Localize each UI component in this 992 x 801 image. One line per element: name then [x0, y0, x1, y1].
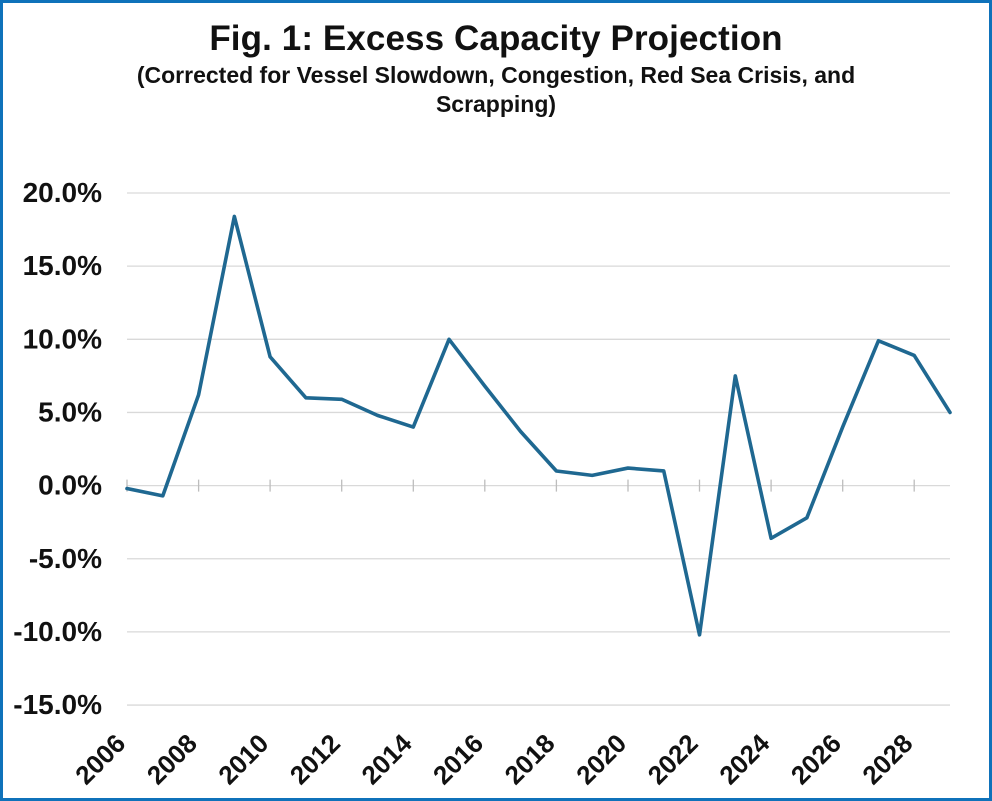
svg-text:0.0%: 0.0%	[38, 470, 102, 501]
svg-text:15.0%: 15.0%	[23, 250, 102, 281]
svg-text:2028: 2028	[856, 728, 918, 790]
svg-text:2008: 2008	[141, 728, 203, 790]
svg-text:5.0%: 5.0%	[38, 396, 102, 427]
svg-text:2016: 2016	[427, 728, 489, 790]
svg-text:-15.0%: -15.0%	[13, 689, 102, 720]
svg-text:2026: 2026	[785, 728, 847, 790]
svg-text:-10.0%: -10.0%	[13, 616, 102, 647]
svg-text:2024: 2024	[713, 728, 775, 790]
svg-text:2010: 2010	[212, 728, 274, 790]
svg-text:2006: 2006	[69, 728, 131, 790]
svg-text:2014: 2014	[355, 728, 417, 790]
svg-text:2018: 2018	[499, 728, 561, 790]
svg-text:20.0%: 20.0%	[23, 177, 102, 208]
svg-text:2022: 2022	[642, 728, 704, 790]
svg-text:10.0%: 10.0%	[23, 323, 102, 354]
svg-text:2020: 2020	[570, 728, 632, 790]
svg-text:-5.0%: -5.0%	[29, 543, 102, 574]
svg-text:2012: 2012	[284, 728, 346, 790]
